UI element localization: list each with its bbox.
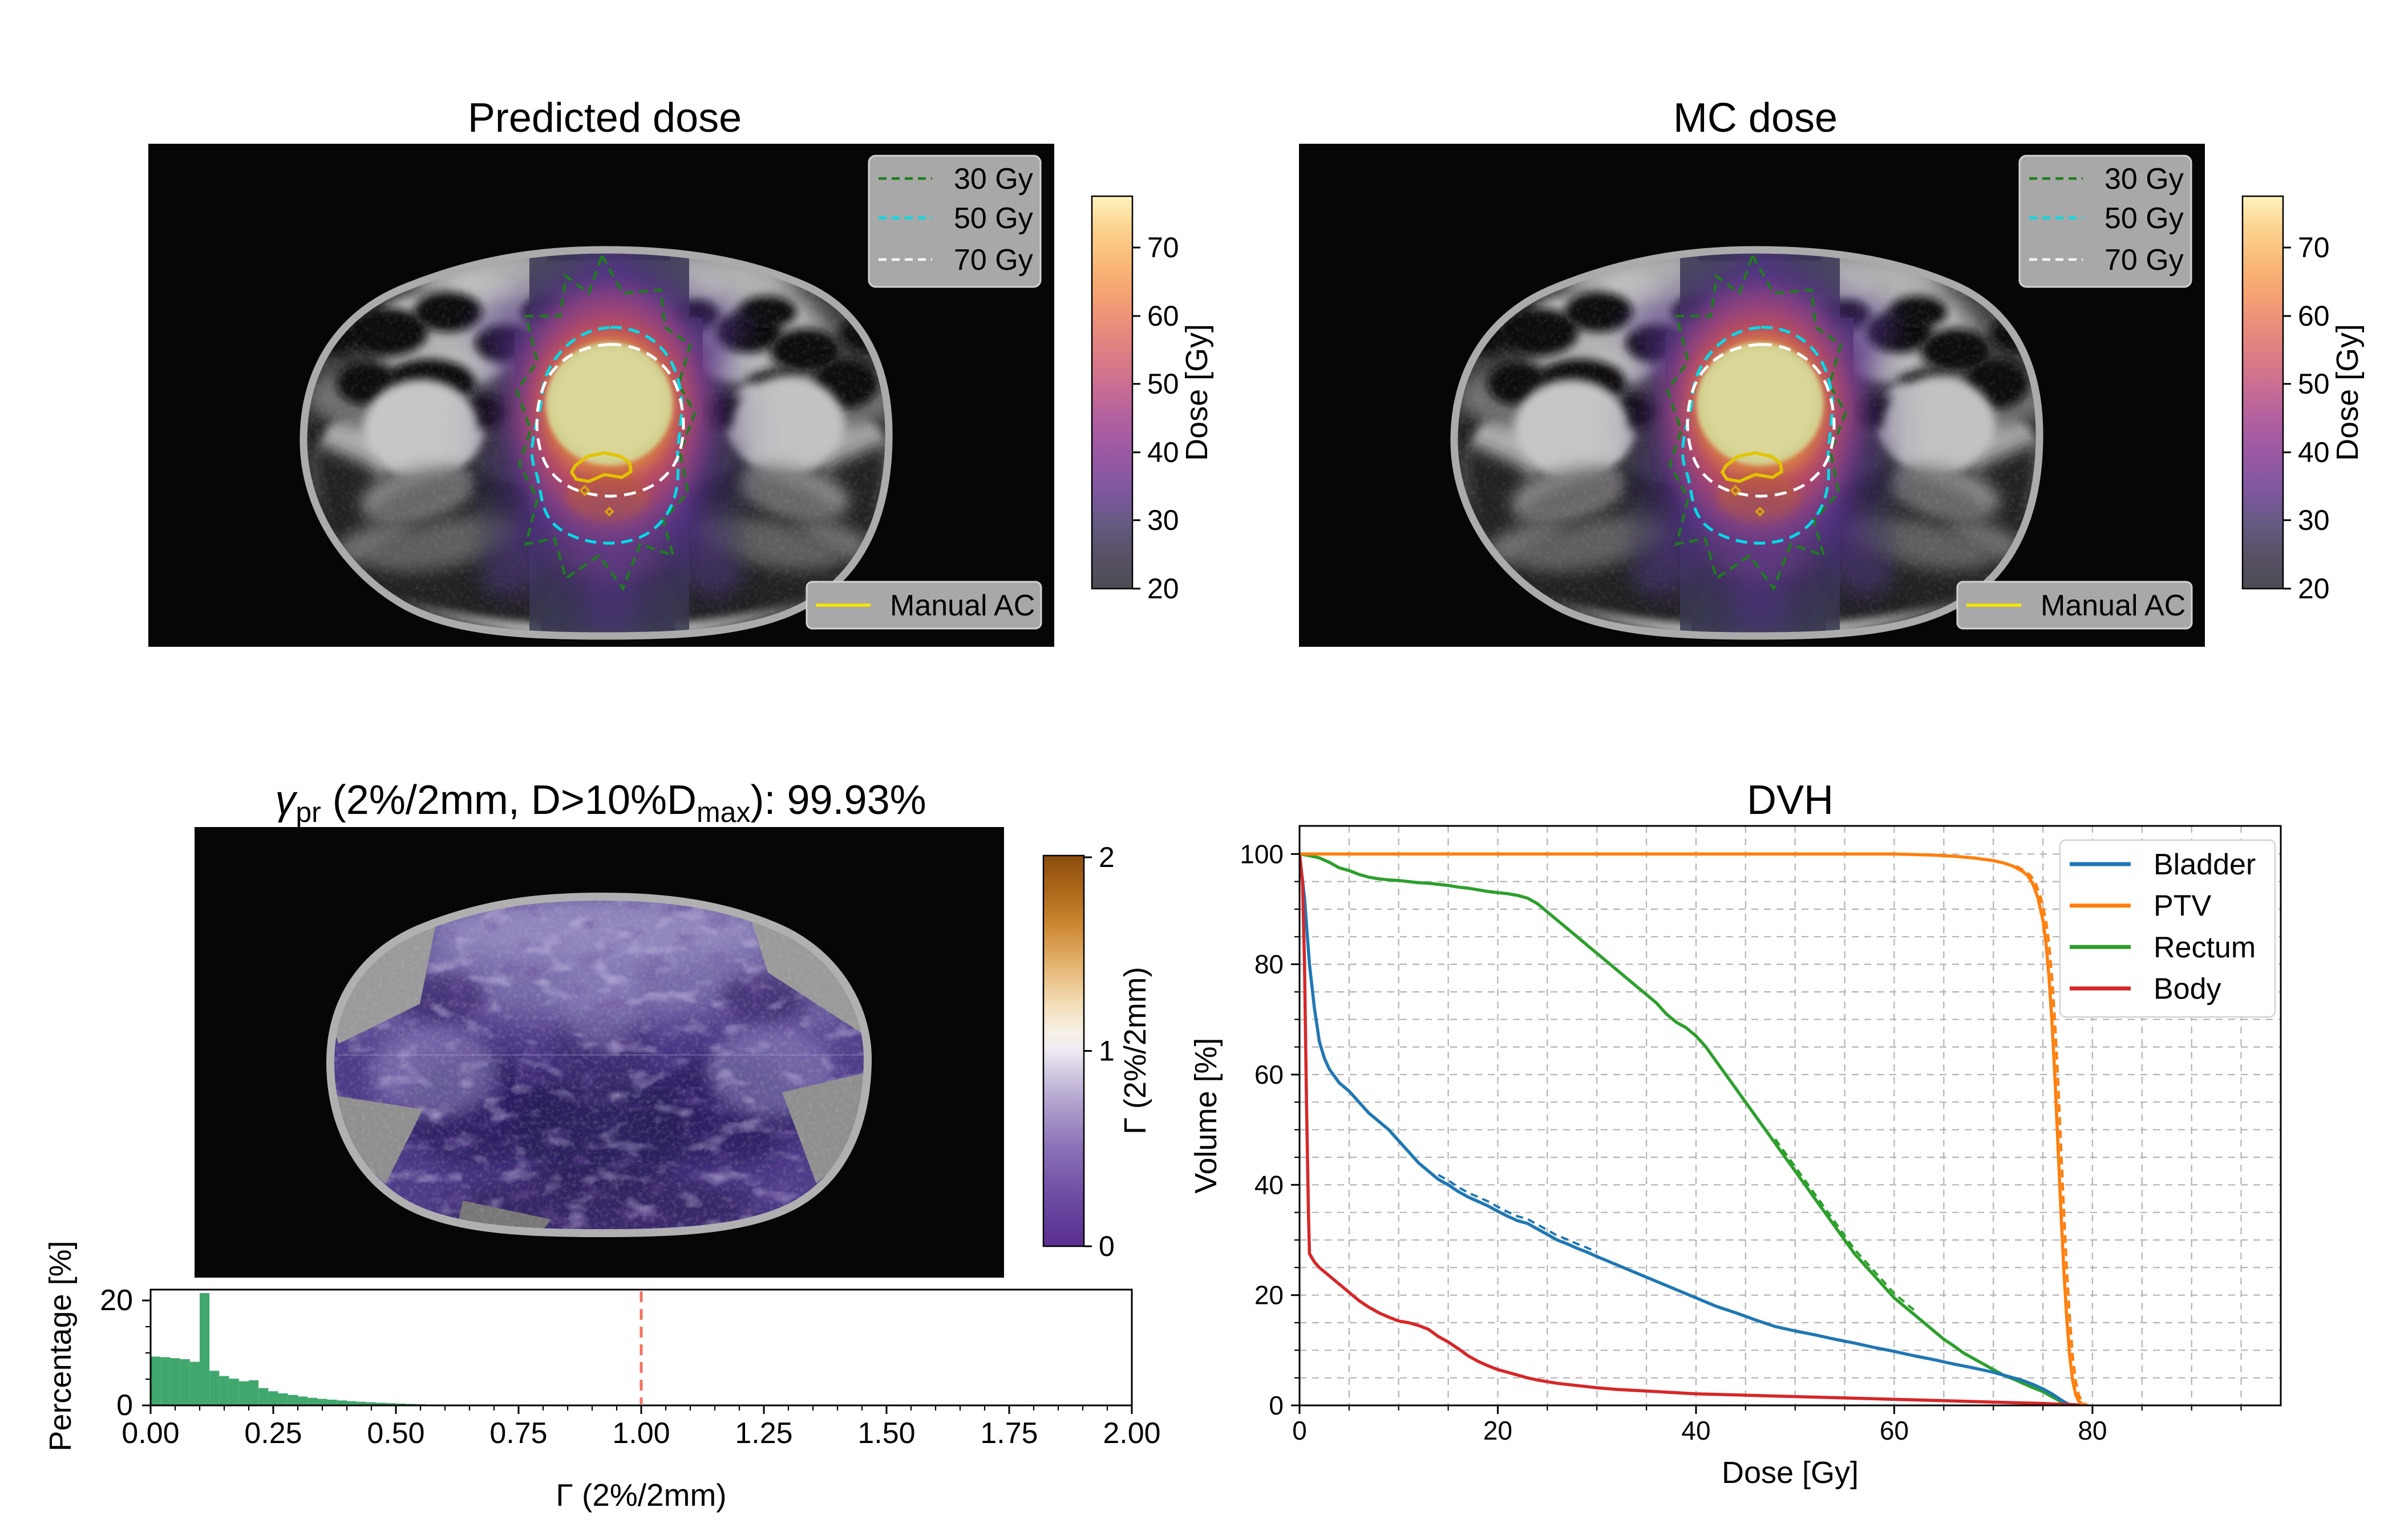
svg-text:70 Gy: 70 Gy	[954, 244, 1033, 277]
svg-text:100: 100	[1240, 839, 1284, 869]
svg-text:20: 20	[1147, 573, 1179, 605]
svg-text:70 Gy: 70 Gy	[2104, 244, 2184, 277]
svg-text:Dose [Gy]: Dose [Gy]	[2330, 324, 2365, 461]
svg-text:0: 0	[1099, 1230, 1115, 1262]
svg-text:40: 40	[1254, 1170, 1284, 1199]
svg-text:DVH: DVH	[1747, 777, 1834, 823]
svg-text:2.00: 2.00	[1103, 1417, 1160, 1450]
svg-text:1: 1	[1099, 1035, 1115, 1067]
svg-text:Dose [Gy]: Dose [Gy]	[1722, 1456, 1859, 1490]
svg-text:0.50: 0.50	[367, 1417, 424, 1450]
svg-text:0.00: 0.00	[122, 1417, 179, 1450]
svg-text:50: 50	[2298, 368, 2330, 400]
svg-text:60: 60	[1254, 1060, 1284, 1089]
svg-text:Manual AC: Manual AC	[2041, 589, 2185, 622]
svg-text:1.75: 1.75	[980, 1417, 1038, 1450]
svg-text:40: 40	[1681, 1416, 1710, 1445]
svg-text:1.50: 1.50	[857, 1417, 915, 1450]
svg-text:MC dose: MC dose	[1673, 95, 1838, 141]
svg-text:1.00: 1.00	[612, 1417, 670, 1450]
svg-text:1.25: 1.25	[735, 1417, 792, 1450]
svg-text:Γ (2%/2mm): Γ (2%/2mm)	[1118, 967, 1152, 1134]
svg-text:50 Gy: 50 Gy	[954, 202, 1033, 235]
svg-text:0.75: 0.75	[489, 1417, 547, 1450]
svg-text:60: 60	[1880, 1416, 1909, 1445]
svg-text:80: 80	[2078, 1416, 2107, 1445]
svg-text:Body: Body	[2154, 972, 2221, 1006]
svg-text:40: 40	[1147, 436, 1179, 468]
svg-text:50: 50	[1147, 368, 1179, 400]
svg-text:80: 80	[1254, 950, 1284, 979]
svg-text:70: 70	[2298, 232, 2330, 264]
svg-text:Percentage [%]: Percentage [%]	[43, 1241, 78, 1451]
svg-text:30: 30	[2298, 504, 2330, 536]
svg-text:20: 20	[1254, 1280, 1284, 1310]
svg-text:Manual AC: Manual AC	[890, 589, 1035, 622]
svg-text:0: 0	[1269, 1391, 1284, 1420]
svg-text:40: 40	[2298, 436, 2330, 468]
svg-text:PTV: PTV	[2154, 890, 2211, 923]
svg-text:20: 20	[2298, 573, 2330, 605]
svg-text:Γ (2%/2mm): Γ (2%/2mm)	[556, 1477, 726, 1513]
svg-text:30 Gy: 30 Gy	[954, 163, 1033, 196]
svg-text:γpr (2%/2mm, D>10%Dmax): 99.93: γpr (2%/2mm, D>10%Dmax): 99.93%	[275, 777, 926, 828]
svg-text:Rectum: Rectum	[2154, 931, 2256, 964]
svg-text:0: 0	[1292, 1416, 1307, 1445]
svg-text:Volume [%]: Volume [%]	[1189, 1038, 1223, 1193]
svg-text:50 Gy: 50 Gy	[2104, 202, 2184, 235]
svg-text:0: 0	[116, 1389, 133, 1422]
svg-text:30 Gy: 30 Gy	[2104, 163, 2184, 196]
svg-text:60: 60	[2298, 300, 2330, 332]
svg-text:0.25: 0.25	[244, 1417, 302, 1450]
svg-text:Predicted dose: Predicted dose	[468, 95, 742, 141]
svg-text:60: 60	[1147, 300, 1179, 332]
svg-text:70: 70	[1147, 232, 1179, 264]
svg-text:Dose [Gy]: Dose [Gy]	[1180, 324, 1214, 461]
svg-text:Bladder: Bladder	[2154, 848, 2256, 881]
svg-text:20: 20	[100, 1284, 133, 1317]
svg-text:30: 30	[1147, 504, 1179, 536]
svg-text:20: 20	[1483, 1416, 1512, 1445]
svg-text:2: 2	[1099, 841, 1115, 873]
